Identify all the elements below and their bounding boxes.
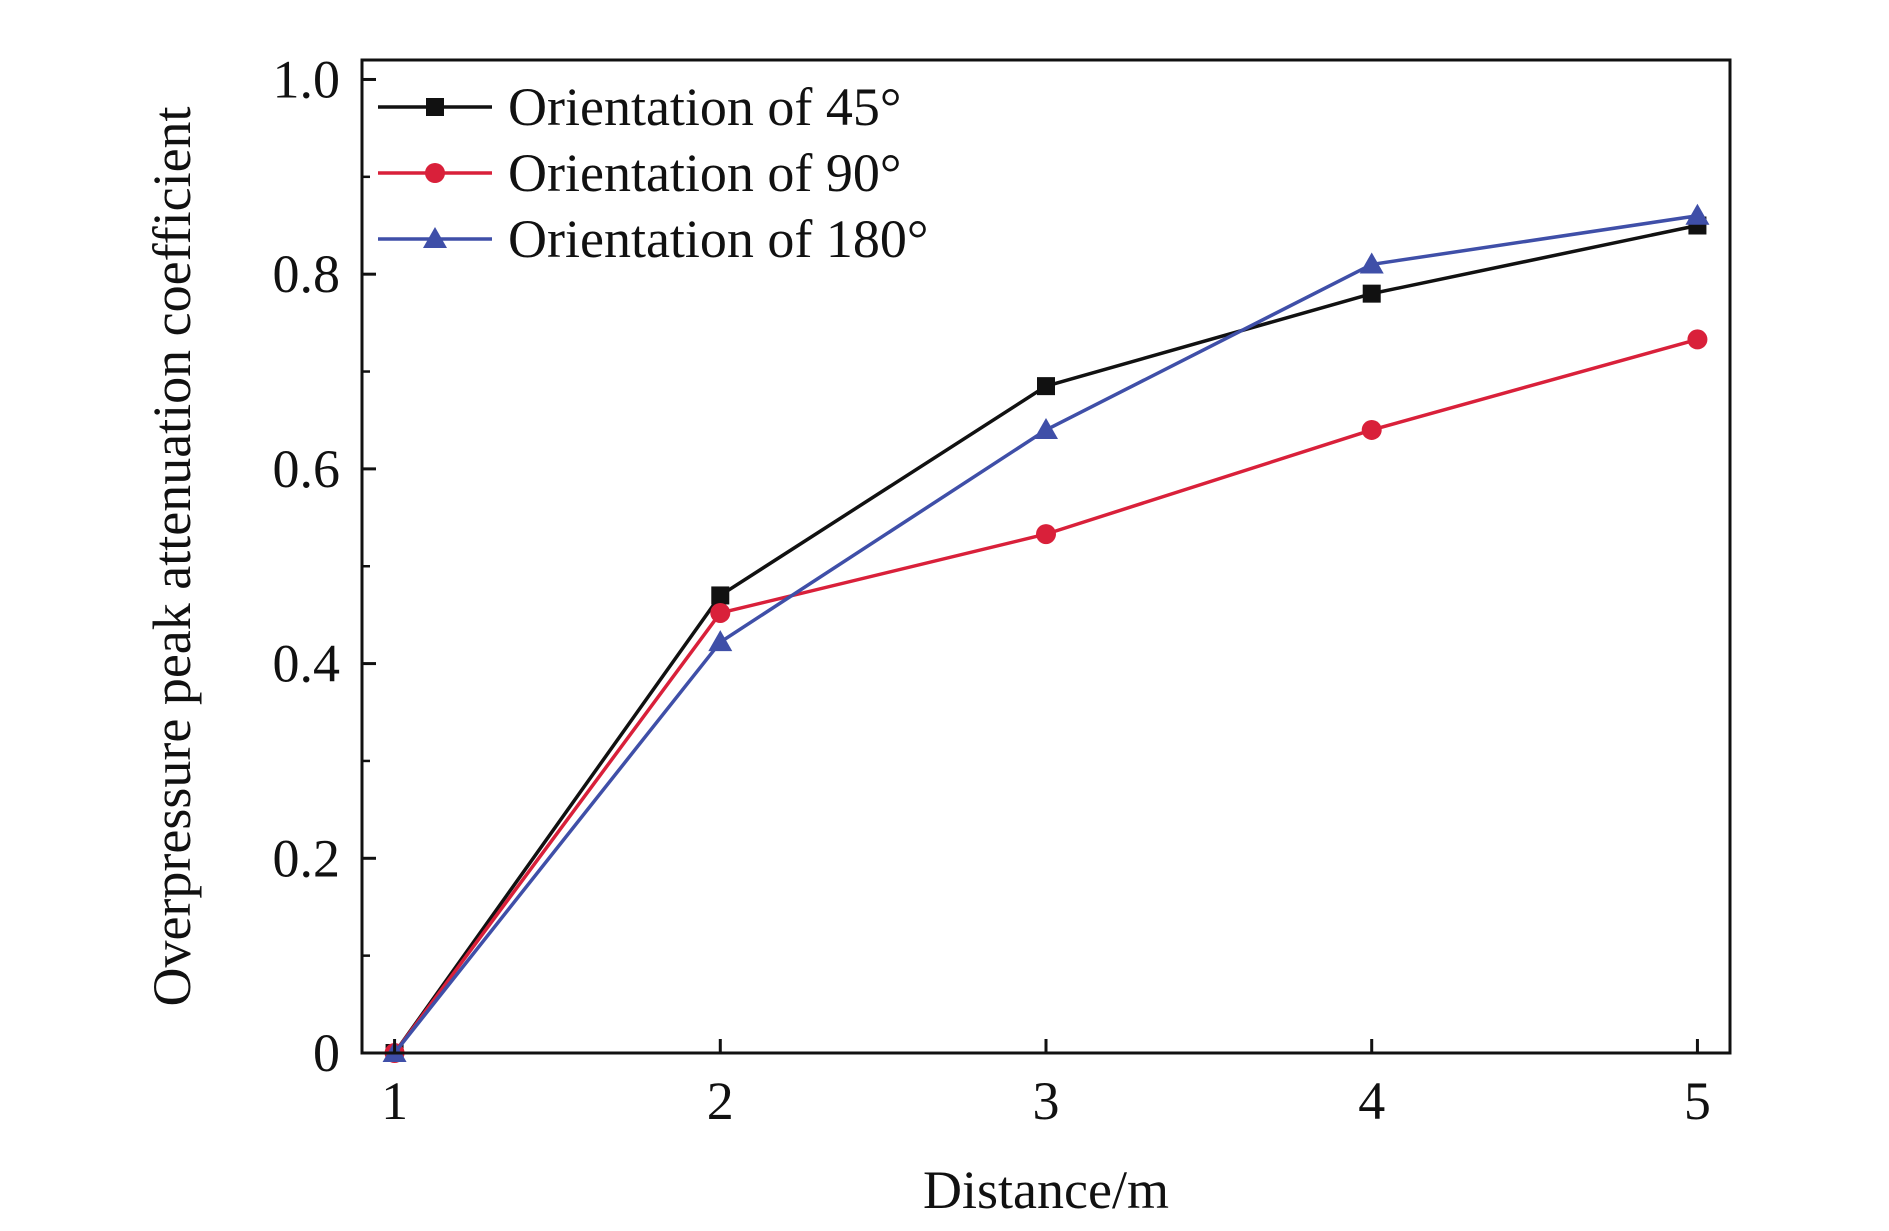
- y-tick-label: 0: [313, 1023, 340, 1083]
- series-3: [382, 203, 1710, 1062]
- x-tick-label: 5: [1684, 1071, 1711, 1131]
- data-point-square: [1362, 284, 1381, 303]
- legend-marker: [423, 227, 447, 248]
- legend-marker: [426, 98, 444, 116]
- data-point-triangle: [1034, 417, 1058, 439]
- legend: Orientation of 45°Orientation of 90°Orie…: [378, 77, 929, 269]
- data-point-square: [1037, 377, 1055, 396]
- y-tick-label: 0.8: [273, 244, 341, 304]
- legend-item: Orientation of 180°: [378, 209, 929, 269]
- legend-label: Orientation of 45°: [508, 77, 902, 137]
- x-tick-label: 3: [1033, 1071, 1060, 1131]
- legend-item: Orientation of 45°: [378, 77, 902, 137]
- legend-label: Orientation of 180°: [508, 209, 929, 269]
- data-point-circle: [1036, 524, 1056, 545]
- data-point-circle: [1687, 329, 1708, 350]
- y-tick-label: 0.6: [273, 439, 341, 499]
- x-axis-label: Distance/m: [923, 1160, 1169, 1220]
- series-line: [393, 223, 1698, 1055]
- legend-label: Orientation of 90°: [508, 143, 902, 203]
- x-tick-label: 4: [1358, 1071, 1385, 1131]
- data-point-triangle: [1359, 252, 1384, 274]
- data-point-triangle: [708, 630, 733, 652]
- legend-marker: [425, 163, 445, 183]
- y-axis-label: Overpressure peak attenuation coefficien…: [142, 106, 202, 1006]
- x-tick-label: 2: [707, 1071, 734, 1131]
- y-tick-label: 0.4: [273, 634, 341, 694]
- y-tick-label: 1.0: [273, 49, 341, 109]
- series-1: [385, 216, 1707, 1062]
- data-point-circle: [1361, 419, 1382, 440]
- data-point-circle: [710, 602, 731, 623]
- series-2: [384, 329, 1708, 1063]
- y-tick-label: 0.2: [273, 828, 341, 888]
- x-axis-ticks: 1 2 3 4 5: [381, 1039, 1711, 1131]
- legend-item: Orientation of 90°: [378, 143, 902, 203]
- data-point-triangle: [1685, 203, 1710, 225]
- y-axis-ticks: 0 0.2 0.4 0.6 0.8 1.0: [273, 49, 376, 1083]
- series-line: [393, 214, 1698, 1055]
- x-tick-label: 1: [381, 1071, 408, 1131]
- series-line: [393, 337, 1698, 1055]
- plot-marks: [382, 203, 1710, 1063]
- data-point-square: [711, 586, 730, 605]
